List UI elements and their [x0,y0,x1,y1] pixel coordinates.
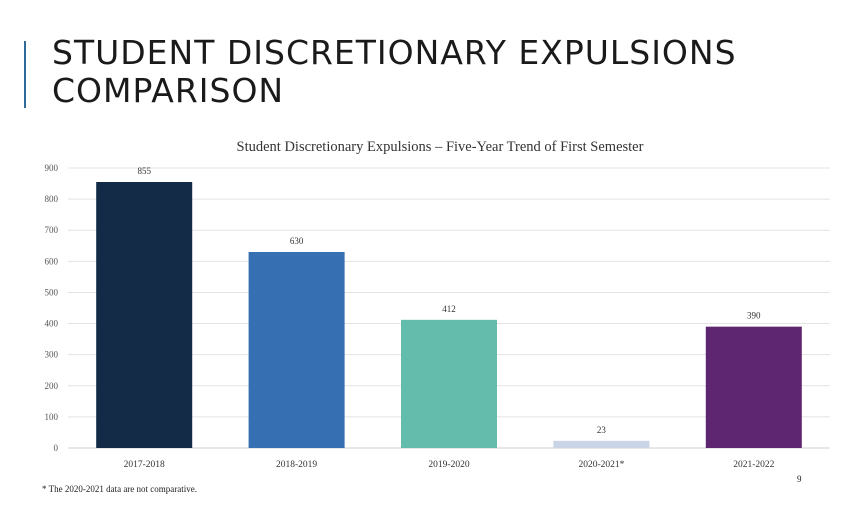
y-tick-label-100: 100 [45,412,59,422]
y-tick-label-800: 800 [45,194,59,204]
slide-title-line-1: STUDENT DISCRETIONARY EXPULSIONS [52,33,737,72]
x-tick-label-2020-2021*: 2020-2021* [578,460,624,470]
footnote: * The 2020-2021 data are not comparative… [42,484,198,494]
y-tick-label-500: 500 [45,287,59,297]
x-tick-label-2018-2019: 2018-2019 [276,460,317,470]
bar-2021-2022 [705,326,802,448]
x-tick-label-2017-2018: 2017-2018 [124,460,165,470]
chart-bars [96,182,802,448]
data-label-2020-2021*: 23 [597,425,607,435]
y-tick-label-700: 700 [45,225,59,235]
x-tick-label-2021-2022: 2021-2022 [733,460,774,470]
x-tick-label-2019-2020: 2019-2020 [428,460,469,470]
y-tick-label-600: 600 [45,256,59,266]
data-label-2017-2018: 855 [137,166,151,176]
y-tick-label-200: 200 [45,381,59,391]
chart-data-labels: 855 630 412 23 390 [137,166,761,435]
bar-2017-2018 [96,182,193,448]
bar-2019-2020 [400,319,498,448]
data-label-2019-2020: 412 [442,304,456,314]
y-tick-label-300: 300 [45,350,59,360]
y-tick-label-400: 400 [45,319,59,329]
bar-2020-2021* [553,440,650,448]
slide-title: STUDENT DISCRETIONARY EXPULSIONS COMPARI… [52,34,852,110]
title-accent-bar [24,41,26,108]
x-axis-ticks: 2017-2018 2018-2019 2019-2020 2020-2021* 202… [124,460,775,470]
y-axis-ticks: 0 100 200 300 400 500 600 700 800 900 [45,163,59,453]
chart-title: Student Discretionary Expulsions – Five-… [237,139,644,155]
data-label-2021-2022: 390 [747,311,761,321]
slide-title-line-2: COMPARISON [52,71,285,110]
bar-2018-2019 [248,252,345,448]
data-label-2018-2019: 630 [290,236,304,246]
y-tick-label-900: 900 [45,163,59,173]
y-tick-label-0: 0 [54,443,59,453]
page-number: 9 [797,474,802,484]
